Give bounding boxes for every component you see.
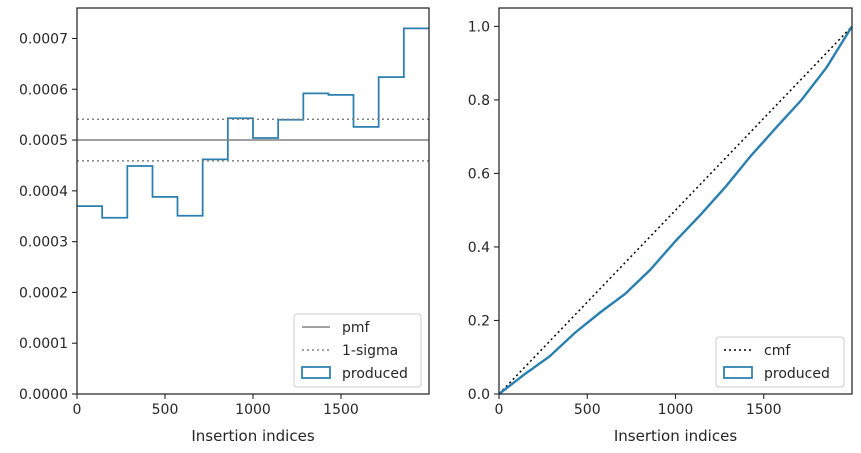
marks	[77, 27, 429, 219]
x-tick-label: 1000	[235, 402, 271, 418]
right-panel-cmf-curve: 0 500 1000 1500 0.0 0.2 0.4 0.6 0.8 1.0 Insertio…	[468, 7, 854, 445]
y-axis: 0.0000 0.0001 0.0002 0.0003 0.0004 0.0005 0.00…	[19, 31, 77, 403]
legend-frame	[293, 313, 422, 388]
y-tick-label: 0.0004	[19, 184, 68, 200]
left-panel-pmf-histogram: 0 500 1000 1500 0.00000.00010.00020.00030.0…	[19, 7, 430, 445]
legend-label: cmf	[764, 343, 791, 359]
y-tick-label: 0.0000	[19, 387, 68, 403]
produced-series-line	[498, 25, 854, 395]
legend-swatch	[301, 366, 331, 379]
legend-label: produced	[342, 366, 408, 382]
x-tick-label: 1000	[658, 402, 694, 418]
produced-histogram-step	[77, 27, 429, 219]
y-tick-label: 0.6	[468, 166, 490, 182]
x-axis: 0 500 1000 1500	[73, 394, 359, 418]
legend: cmf produced	[715, 336, 845, 388]
y-axis: 0.0 0.2 0.4 0.6 0.8 1.0	[468, 19, 499, 403]
legend-label: 1-sigma	[342, 343, 398, 359]
x-tick-label: 0	[73, 402, 82, 418]
y-tick-label: 0.0007	[19, 31, 68, 47]
marks	[498, 25, 854, 395]
x-tick-label: 500	[152, 402, 179, 418]
legend-swatch	[723, 366, 753, 379]
x-tick-label: 1500	[746, 402, 782, 418]
y-tick-label: 0.0003	[19, 235, 68, 251]
y-tick-label: 0.2	[468, 313, 490, 329]
y-tick-label: 0.0005	[19, 133, 68, 149]
x-tick-label: 500	[574, 402, 601, 418]
x-axis-label: Insertion indices	[191, 427, 314, 445]
legend: pmf 1-sigma produced	[293, 313, 422, 388]
legend-label: produced	[764, 366, 830, 382]
y-tick-label: 0.0001	[19, 336, 68, 352]
x-tick-label: 1500	[323, 402, 359, 418]
legend-label: pmf	[342, 320, 371, 336]
y-tick-label: 0.8	[468, 93, 490, 109]
y-tick-label: 0.0	[468, 387, 490, 403]
x-axis-label: Insertion indices	[614, 427, 737, 445]
y-tick-label: 0.4	[468, 240, 490, 256]
y-tick-label: 0.0002	[19, 285, 68, 301]
y-tick-label: 0.0006	[19, 82, 68, 98]
y-tick-label: 1.0	[468, 19, 490, 35]
plot-area	[499, 8, 852, 394]
x-tick-label: 0	[495, 402, 504, 418]
x-axis: 0 500 1000 1500	[495, 394, 782, 418]
legend-frame	[715, 336, 845, 388]
